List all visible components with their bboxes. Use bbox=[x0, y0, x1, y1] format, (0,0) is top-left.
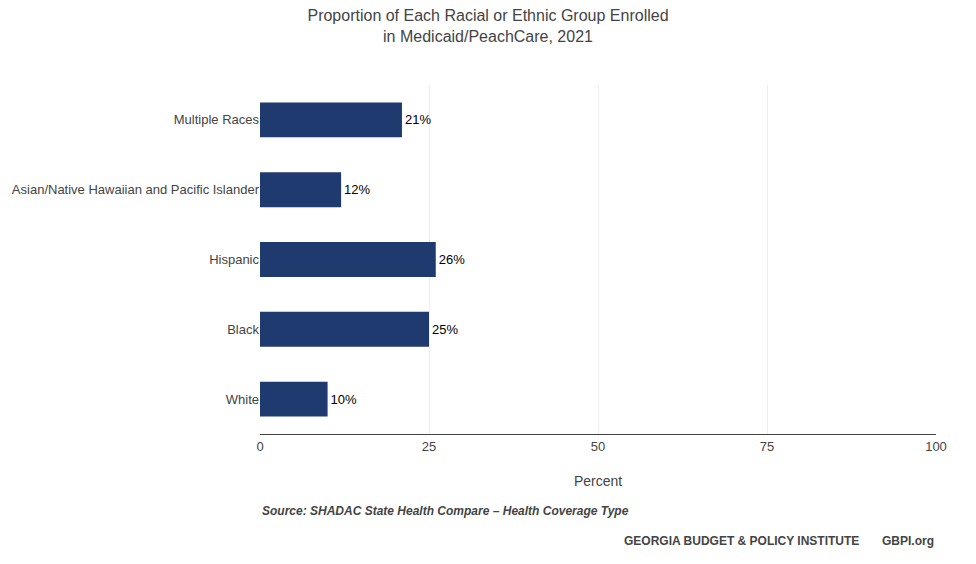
svg-text:GBPI.org: GBPI.org bbox=[882, 534, 934, 548]
svg-text:Percent: Percent bbox=[574, 473, 622, 489]
svg-text:Source: SHADAC State Health Co: Source: SHADAC State Health Compare – He… bbox=[262, 504, 629, 518]
svg-text:Asian/Native Hawaiian and Paci: Asian/Native Hawaiian and Pacific Island… bbox=[12, 182, 260, 197]
svg-text:White: White bbox=[226, 392, 259, 407]
svg-text:50: 50 bbox=[591, 439, 605, 454]
svg-text:10%: 10% bbox=[331, 392, 357, 407]
svg-text:Hispanic: Hispanic bbox=[209, 252, 259, 267]
svg-text:25: 25 bbox=[422, 439, 436, 454]
svg-text:GEORGIA BUDGET & POLICY INSTIT: GEORGIA BUDGET & POLICY INSTITUTE bbox=[624, 534, 859, 548]
svg-text:Black: Black bbox=[227, 322, 259, 337]
svg-text:21%: 21% bbox=[405, 112, 431, 127]
svg-text:12%: 12% bbox=[344, 182, 370, 197]
svg-text:Proportion of Each Racial or E: Proportion of Each Racial or Ethnic Grou… bbox=[307, 7, 668, 45]
svg-text:0: 0 bbox=[256, 439, 263, 454]
svg-text:75: 75 bbox=[760, 439, 774, 454]
svg-text:100: 100 bbox=[925, 439, 947, 454]
svg-text:25%: 25% bbox=[432, 322, 458, 337]
svg-text:Multiple Races: Multiple Races bbox=[174, 112, 260, 127]
svg-text:26%: 26% bbox=[439, 252, 465, 267]
